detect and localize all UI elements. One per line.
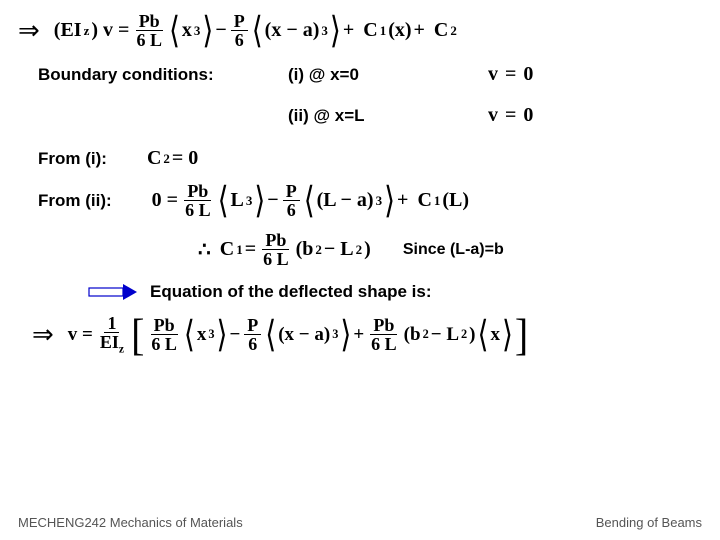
- footer-left: MECHENG242 Mechanics of Materials: [18, 515, 243, 530]
- final-equation: ⇒ v = 1EIz [ Pb6 L ⟨x3⟩ − P6 ⟨(x − a)3⟩ …: [32, 314, 702, 355]
- from-ii-eq: 0 = Pb6 L ⟨L3⟩ − P6 ⟨(L − a)3⟩ + C1(L): [152, 182, 469, 219]
- bc-ii-eq: v = 0: [488, 104, 702, 127]
- from-i-label: From (i):: [38, 149, 107, 169]
- implies-icon: ⇒: [18, 16, 40, 46]
- highlight-arrow-icon: [88, 283, 138, 301]
- eq1-expression: (EIz) v = Pb6 L ⟨x3⟩ − P6 ⟨(x − a)3⟩ + C…: [54, 12, 457, 49]
- since-note: Since (L-a)=b: [403, 241, 504, 259]
- c1-result: ∴ C1 = Pb6 L (b2 − L2) Since (L-a)=b: [198, 231, 702, 268]
- final-eq: v = 1EIz [ Pb6 L ⟨x3⟩ − P6 ⟨(x − a)3⟩ + …: [68, 314, 528, 355]
- footer: MECHENG242 Mechanics of Materials Bendin…: [18, 515, 702, 530]
- footer-right: Bending of Beams: [596, 515, 702, 530]
- c1-eq: ∴ C1 = Pb6 L (b2 − L2): [198, 231, 371, 268]
- bc-i-eq: v = 0: [488, 63, 702, 86]
- equation-1: ⇒ (EIz) v = Pb6 L ⟨x3⟩ − P6 ⟨(x − a)3⟩ +…: [18, 12, 702, 49]
- bc-i-label: (i) @ x=0: [288, 65, 488, 85]
- implies-icon-2: ⇒: [32, 320, 54, 350]
- boundary-conditions: Boundary conditions: (i) @ x=0 v = 0 (ii…: [38, 63, 702, 127]
- from-i: From (i): C2 = 0: [38, 147, 702, 170]
- from-i-eq: C2 = 0: [147, 147, 198, 170]
- bc-ii-label: (ii) @ x=L: [288, 106, 488, 126]
- bc-heading: Boundary conditions:: [38, 65, 288, 85]
- from-ii-label: From (ii):: [38, 191, 112, 211]
- from-ii: From (ii): 0 = Pb6 L ⟨L3⟩ − P6 ⟨(L − a)3…: [38, 182, 702, 219]
- deflected-label: Equation of the deflected shape is:: [150, 282, 431, 302]
- deflected-label-row: Equation of the deflected shape is:: [88, 282, 702, 302]
